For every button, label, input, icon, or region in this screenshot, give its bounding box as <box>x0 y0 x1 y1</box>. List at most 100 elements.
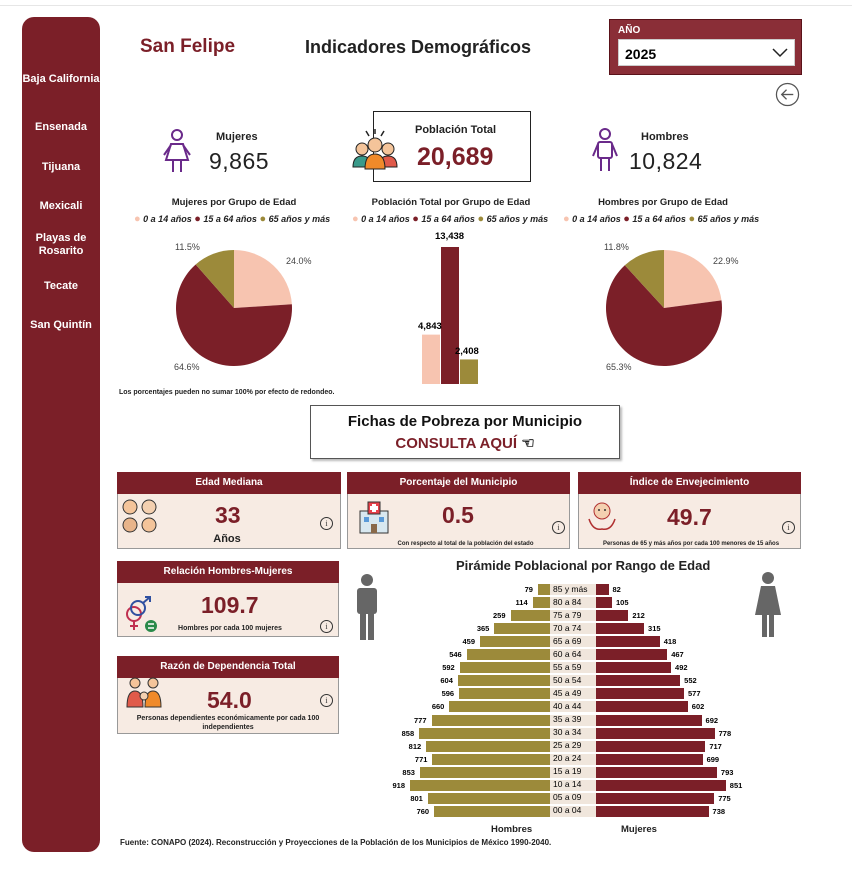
pyramid-age-label: 20 a 24 <box>553 753 582 764</box>
legend-dot-g3: ● <box>477 213 485 225</box>
pie-slice-1 <box>234 250 292 308</box>
pyramid-value-mujeres: 692 <box>705 715 719 725</box>
pyramid-bar-hombres <box>480 636 550 648</box>
pyramid-bar-hombres <box>459 662 550 674</box>
pyramid-bar-hombres <box>449 701 550 713</box>
card-title: Índice de Envejecimiento <box>578 472 801 494</box>
info-icon[interactable]: i <box>782 521 795 534</box>
pie-slice-3 <box>195 250 234 308</box>
info-icon[interactable]: i <box>320 694 333 707</box>
pyramid-age-band <box>550 597 596 609</box>
legend-dot-g1: ● <box>134 213 141 225</box>
bar-label-2: 13,438 <box>435 231 464 242</box>
bar-1 <box>422 334 440 384</box>
pyramid-value-mujeres: 778 <box>718 728 732 738</box>
pyramid-value-hombres: 853 <box>402 767 415 777</box>
family-group-icon <box>352 129 398 170</box>
gender-symbols-icon <box>126 596 157 632</box>
pie-chart-hombres: 22.9% 65.3% 11.8% <box>604 242 739 372</box>
pyramid-value-hombres: 259 <box>493 611 506 621</box>
pyramid-value-mujeres: 717 <box>709 741 722 751</box>
legend-label-g2: 15 a 64 años <box>632 214 686 224</box>
info-icon[interactable]: i <box>320 517 333 530</box>
info-icon[interactable]: i <box>320 620 333 633</box>
pyramid-age-label: 70 a 74 <box>553 622 582 633</box>
pie-label-3: 11.8% <box>604 242 629 252</box>
chart-title-hombres: Hombres por Grupo de Edad <box>598 197 728 208</box>
pyramid-value-hombres: 79 <box>524 585 533 594</box>
fichas-pobreza-button[interactable]: Fichas de Pobreza por Municipio CONSULTA… <box>310 405 620 459</box>
source-note: Fuente: CONAPO (2024). Reconstrucción y … <box>120 838 552 847</box>
legend-dot-g2: ● <box>194 213 201 225</box>
pie-slice-2 <box>176 264 292 366</box>
poblacion-total-card: Población Total 20,689 <box>373 111 531 182</box>
card-sub: Con respecto al total de la población de… <box>397 541 534 547</box>
pyramid-age-band <box>550 675 596 687</box>
year-select[interactable]: 2025 <box>618 39 795 66</box>
chart-title-mujeres: Mujeres por Grupo de Edad <box>171 197 297 208</box>
woman-icon <box>163 129 191 172</box>
pyramid-age-label: 50 a 54 <box>553 674 582 685</box>
pyramid-bar-hombres <box>466 649 550 661</box>
info-icon[interactable]: i <box>552 521 565 534</box>
pyramid-value-hombres: 812 <box>408 741 422 751</box>
pyramid-title: Pirámide Poblacional por Rango de Edad <box>456 558 711 573</box>
pyramid-bar-hombres <box>434 805 550 817</box>
pyramid-value-mujeres: 851 <box>729 780 743 790</box>
sidebar-item-tecate[interactable]: Tecate <box>43 280 79 292</box>
pyramid-age-band <box>550 766 596 778</box>
sidebar-item-ensenada[interactable]: Ensenada <box>35 121 87 133</box>
card-value: 54.0 <box>207 687 252 713</box>
pyramid-value-hombres: 660 <box>431 702 445 712</box>
pyramid-value-mujeres: 467 <box>671 650 684 660</box>
sidebar-item-tijuana[interactable]: Tijuana <box>41 161 81 173</box>
man-silhouette-icon <box>357 574 377 640</box>
pyramid-value-hombres: 596 <box>441 689 455 699</box>
legend-dot-g2: ● <box>412 213 419 225</box>
elderly-hands-icon <box>588 502 616 531</box>
pyramid-bar-hombres <box>410 779 550 791</box>
pyramid-value-hombres: 365 <box>476 624 490 634</box>
bar-label-1: 4,843 <box>418 321 442 332</box>
pyramid-value-mujeres: 775 <box>718 793 731 803</box>
card-porcentaje-municipio: Porcentaje del Municipio 0.5 Con respect… <box>347 472 570 549</box>
bar-chart-total: 4,843 13,438 2,408 <box>418 231 479 384</box>
pyramid-age-label: 45 a 49 <box>553 687 582 698</box>
faces-icon <box>122 499 157 533</box>
pyramid-value-mujeres: 699 <box>706 754 720 764</box>
pyramid-age-label: 35 a 39 <box>553 714 582 724</box>
sidebar: Baja California Ensenada Tijuana Mexical… <box>22 17 100 852</box>
legend-label-g1: 0 a 14 años <box>143 214 192 224</box>
pyramid-age-band <box>550 610 596 622</box>
page-title: Indicadores Demográficos <box>305 37 532 57</box>
pie-label-2: 65.3% <box>606 362 632 372</box>
year-filter-label: AÑO <box>618 25 641 36</box>
pyramid-bar-hombres <box>432 753 550 765</box>
pyramid-bar-mujeres <box>596 727 715 739</box>
pyramid-bar-mujeres <box>596 623 645 635</box>
sidebar-item-mexicali[interactable]: Mexicali <box>39 200 83 212</box>
pyramid-age-band <box>550 792 596 804</box>
municipio-title: San Felipe <box>140 36 236 57</box>
legend-total: ● 0 a 14 años ● 15 a 64 años ● 65 años y… <box>352 213 548 225</box>
pyramid-bar-hombres <box>494 623 550 635</box>
woman-silhouette-icon <box>755 572 781 637</box>
legend-dot-g1: ● <box>563 213 570 225</box>
card-relacion-hombres-mujeres: Relación Hombres-Mujeres 109.7 Hombres p… <box>117 561 339 637</box>
sidebar-item-san-quintin[interactable]: San Quintín <box>30 319 92 331</box>
sidebar-item-playas-de-rosarito[interactable]: Playas de Rosarito <box>35 232 87 257</box>
card-sub: Hombres por cada 100 mujeres <box>178 625 282 632</box>
fichas-link[interactable]: CONSULTA AQUÍ ☜ <box>311 434 619 452</box>
pyramid-bar-mujeres <box>596 805 709 817</box>
bar-2 <box>441 247 459 384</box>
pyramid-age-label: 10 a 14 <box>553 779 582 790</box>
pyramid-age-band <box>550 649 596 661</box>
back-arrow-icon[interactable] <box>775 82 800 107</box>
sidebar-item-baja-california[interactable]: Baja California <box>22 73 100 85</box>
pyramid-age-band <box>550 779 596 791</box>
pyramid-bar-hombres <box>431 714 550 726</box>
pyramid-value-hombres: 918 <box>392 780 405 790</box>
pyramid-value-hombres: 592 <box>442 663 455 673</box>
legend-hombres: ● 0 a 14 años ● 15 a 64 años ● 65 años y… <box>563 213 759 225</box>
bar-3 <box>460 359 478 384</box>
